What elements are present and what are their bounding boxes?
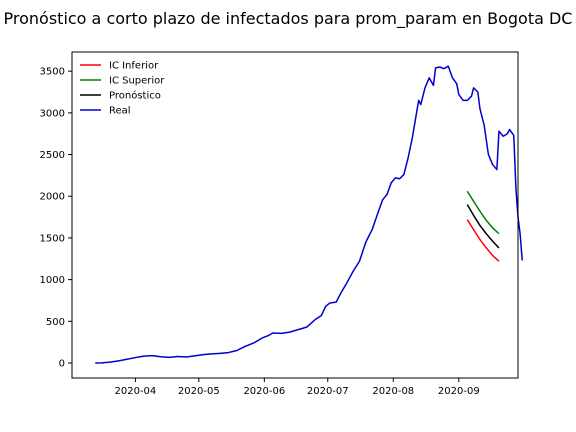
y-tick-label: 500 (46, 317, 65, 328)
x-tick-label: 2020-08 (372, 386, 414, 397)
legend-label-ic-inferior: IC Inferior (109, 61, 159, 72)
legend-label-ic-superior: IC Superior (109, 76, 165, 87)
x-tick-label: 2020-04 (115, 386, 157, 397)
x-tick-label: 2020-07 (307, 386, 349, 397)
y-tick-label: 0 (59, 358, 65, 369)
legend-label-pronostico: Pronóstico (109, 90, 161, 102)
x-tick-label: 2020-05 (178, 386, 220, 397)
y-tick-label: 1500 (40, 233, 65, 244)
y-axis: 0 500 1000 1500 2000 2500 3000 3500 (40, 67, 72, 369)
series-line-ic-inferior (466, 219, 500, 262)
y-tick-label: 2000 (40, 192, 65, 203)
legend-label-real: Real (109, 106, 131, 117)
series-line-ic-superior (466, 190, 500, 235)
y-tick-label: 3500 (40, 67, 65, 78)
y-tick-label: 1000 (40, 275, 65, 286)
series-layer (95, 65, 523, 364)
legend: IC Inferior IC Superior Pronóstico Real (80, 61, 165, 117)
x-tick-label: 2020-06 (243, 386, 285, 397)
plot-frame (71, 51, 519, 379)
series-line-pronostico (466, 204, 500, 249)
y-tick-label: 3000 (40, 108, 65, 119)
x-tick-label: 2020-09 (438, 386, 480, 397)
chart-title: Pronóstico a corto plazo de infectados p… (4, 9, 573, 29)
y-tick-label: 2500 (40, 150, 65, 161)
series-line-real (95, 65, 523, 364)
x-axis: 2020-04 2020-05 2020-06 2020-07 2020-08 2020-… (115, 378, 480, 397)
